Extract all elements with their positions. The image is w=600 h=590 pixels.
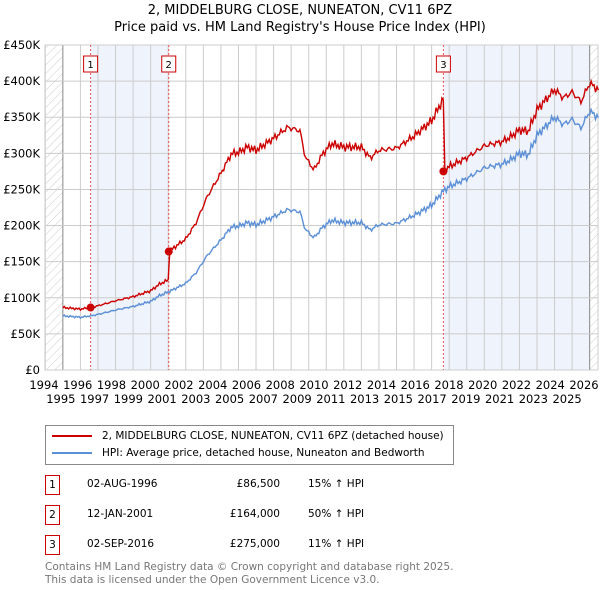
- sale-label: 3: [440, 60, 446, 71]
- sale-price: £164,000: [229, 508, 280, 520]
- sale-row: 3 02-SEP-2016 £275,000 11% ↑ HPI: [45, 535, 485, 555]
- x-tick-label: 2011: [316, 392, 345, 406]
- y-tick-label: £200K: [3, 219, 40, 233]
- sale-price: £275,000: [229, 538, 280, 550]
- sale-point: [86, 303, 95, 312]
- x-tick-label: 2006: [232, 378, 261, 392]
- y-tick-label: £250K: [3, 182, 40, 196]
- sale-price: £86,500: [236, 478, 280, 490]
- x-tick-label: 2022: [502, 378, 531, 392]
- x-tick-label: 2025: [552, 392, 581, 406]
- x-tick-label: 2014: [367, 378, 396, 392]
- hatched-region-before: [45, 45, 63, 370]
- x-tick-label: 2004: [198, 378, 227, 392]
- chart-subtitle: Price paid vs. HM Land Registry's House …: [114, 20, 486, 35]
- y-tick-label: £100K: [3, 291, 40, 305]
- x-tick-label: 2015: [384, 392, 413, 406]
- x-tick-label: 2019: [451, 392, 480, 406]
- sale-date: 12-JAN-2001: [87, 508, 154, 520]
- y-tick-label: £150K: [3, 255, 40, 269]
- sale-label-box: [435, 55, 451, 73]
- x-tick-label: 2017: [417, 392, 446, 406]
- x-tick-label: 2013: [350, 392, 379, 406]
- hpi-series-line: [62, 107, 600, 320]
- footer-line-1: Contains HM Land Registry data © Crown c…: [45, 561, 454, 573]
- y-tick-label: £300K: [3, 146, 40, 160]
- ownership-shade-1: [90, 45, 169, 370]
- legend-item-hpi: HPI: Average price, detached house, Nune…: [46, 445, 424, 461]
- sale-hpi-delta: 11% ↑ HPI: [308, 538, 365, 550]
- sale-date: 02-AUG-1996: [87, 478, 158, 490]
- footer-line-2: This data is licensed under the Open Gov…: [45, 574, 380, 586]
- ownership-shade-2: [443, 45, 590, 370]
- legend-item-property: 2, MIDDELBURG CLOSE, NUNEATON, CV11 6PZ …: [46, 428, 444, 444]
- sale-label: 2: [166, 60, 172, 71]
- sale-marker-badge: 3: [45, 535, 60, 555]
- sale-label-box: [83, 55, 99, 73]
- x-tick-label: 2018: [434, 378, 463, 392]
- x-tick-label: 2005: [215, 392, 244, 406]
- y-tick-label: £400K: [3, 74, 40, 88]
- x-tick-label: 1997: [80, 392, 109, 406]
- x-tick-label: 2000: [131, 378, 160, 392]
- x-tick-label: 2007: [249, 392, 278, 406]
- legend-label-property: 2, MIDDELBURG CLOSE, NUNEATON, CV11 6PZ …: [102, 430, 444, 442]
- x-tick-label: 1999: [114, 392, 143, 406]
- hatched-region-after: [589, 45, 598, 370]
- x-tick-label: 2026: [569, 378, 598, 392]
- hpi-swatch: [52, 452, 92, 454]
- sale-point: [439, 167, 448, 176]
- x-tick-label: 2012: [333, 378, 362, 392]
- x-tick-label: 2024: [536, 378, 565, 392]
- sale-marker-badge: 2: [45, 505, 60, 525]
- sale-marker-badge: 1: [45, 475, 60, 495]
- y-tick-label: £0: [25, 363, 40, 377]
- y-tick-label: £50K: [11, 327, 41, 341]
- footer: Contains HM Land Registry data © Crown c…: [45, 561, 453, 587]
- x-tick-label: 2002: [164, 378, 193, 392]
- sale-hpi-delta: 15% ↑ HPI: [308, 478, 365, 490]
- sale-date: 02-SEP-2016: [87, 538, 155, 550]
- sale-label-box: [161, 55, 177, 73]
- sale-point: [164, 247, 173, 256]
- legend-label-hpi: HPI: Average price, detached house, Nune…: [102, 447, 425, 459]
- price-chart: £0 £50K £100K £150K £200K £250K £300K £350K £400…: [3, 38, 600, 406]
- x-tick-label: 2010: [299, 378, 328, 392]
- legend: 2, MIDDELBURG CLOSE, NUNEATON, CV11 6PZ …: [45, 425, 454, 465]
- chart-title: 2, MIDDELBURG CLOSE, NUNEATON, CV11 6PZ: [147, 3, 453, 18]
- y-tick-label: £450K: [3, 38, 40, 52]
- property-series-line: [62, 78, 600, 312]
- x-tick-label: 2023: [519, 392, 548, 406]
- x-tick-label: 2016: [401, 378, 430, 392]
- x-tick-label: 2008: [266, 378, 295, 392]
- x-tick-label: 2001: [147, 392, 176, 406]
- x-tick-label: 2021: [485, 392, 514, 406]
- x-tick-label: 2009: [282, 392, 311, 406]
- y-tick-label: £350K: [3, 110, 40, 124]
- x-tick-label: 2020: [468, 378, 497, 392]
- x-tick-label: 2003: [181, 392, 210, 406]
- sale-row: 2 12-JAN-2001 £164,000 50% ↑ HPI: [45, 505, 485, 525]
- x-tick-label: 1994: [29, 378, 58, 392]
- sale-label: 1: [87, 60, 93, 71]
- x-tick-label: 1998: [97, 378, 126, 392]
- sale-hpi-delta: 50% ↑ HPI: [308, 508, 365, 520]
- property-swatch: [52, 435, 92, 437]
- x-tick-label: 1995: [46, 392, 75, 406]
- x-tick-label: 1996: [63, 378, 92, 392]
- sale-row: 1 02-AUG-1996 £86,500 15% ↑ HPI: [45, 475, 485, 495]
